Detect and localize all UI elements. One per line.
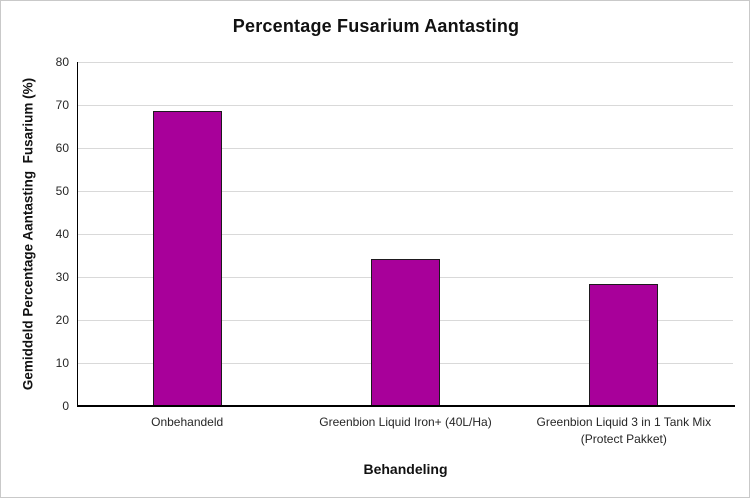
x-category-label: Onbehandeld bbox=[151, 415, 224, 429]
gridline bbox=[78, 234, 733, 235]
bar-1 bbox=[152, 110, 222, 406]
gridline bbox=[78, 191, 733, 192]
gridline bbox=[78, 148, 733, 149]
x-category-label: Greenbion Liquid 3 in 1 Tank Mix (Protec… bbox=[536, 415, 712, 446]
x-axis-line bbox=[76, 405, 735, 407]
y-tick-label: 70 bbox=[55, 98, 69, 112]
bar-2 bbox=[371, 258, 440, 406]
x-axis-title: Behandeling bbox=[363, 461, 448, 477]
bar-3 bbox=[589, 283, 659, 406]
gridline bbox=[78, 62, 733, 63]
x-category-label: Greenbion Liquid Iron+ (40L/Ha) bbox=[319, 415, 492, 429]
gridline bbox=[78, 105, 733, 106]
y-tick-label: 0 bbox=[62, 399, 69, 413]
y-tick-label: 20 bbox=[55, 313, 69, 327]
y-tick-label: 50 bbox=[55, 184, 69, 198]
y-axis-line bbox=[76, 62, 78, 407]
y-tick-label: 60 bbox=[55, 141, 69, 155]
y-tick-label: 30 bbox=[55, 270, 69, 284]
plot-area bbox=[78, 62, 733, 406]
y-tick-label: 80 bbox=[55, 55, 69, 69]
y-tick-label: 10 bbox=[55, 356, 69, 370]
y-tick-label: 40 bbox=[55, 227, 69, 241]
chart-title: Percentage Fusarium Aantasting bbox=[232, 16, 520, 36]
